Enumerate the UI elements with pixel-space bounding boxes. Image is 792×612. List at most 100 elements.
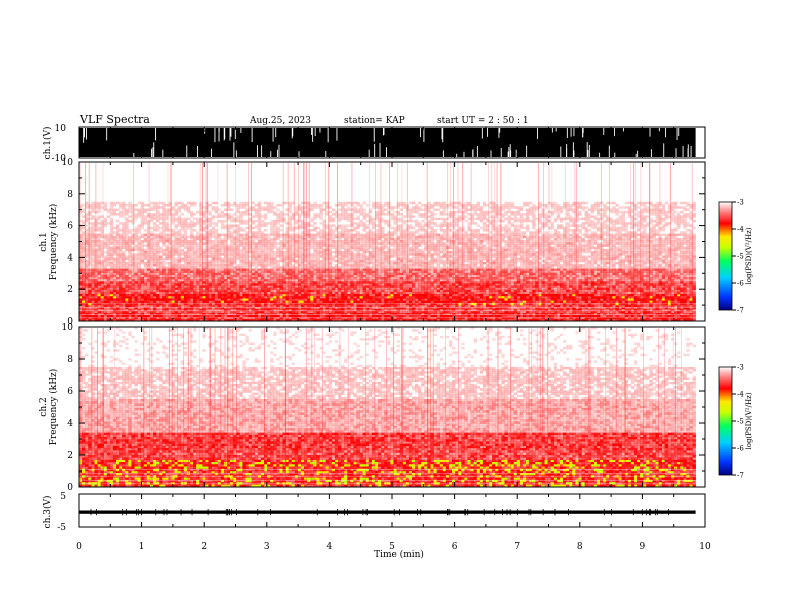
spectrogram-cell bbox=[640, 296, 644, 299]
spectrogram-cell bbox=[452, 285, 456, 288]
spectrogram-cell bbox=[618, 311, 622, 314]
spectrogram-cell bbox=[328, 293, 333, 297]
spectrogram-cell bbox=[196, 283, 200, 286]
spectrogram-cell bbox=[581, 309, 585, 312]
spectrogram-cell bbox=[689, 309, 693, 312]
spectrogram-cell bbox=[267, 281, 271, 284]
spectrogram-cell bbox=[226, 315, 231, 318]
spectrogram-cell bbox=[334, 311, 339, 314]
spectrogram-cell bbox=[424, 296, 428, 299]
spectrogram-cell bbox=[325, 283, 330, 286]
spectrogram-cell bbox=[584, 287, 588, 290]
spectrogram-cell bbox=[455, 315, 459, 318]
spectrogram-cell bbox=[94, 307, 98, 310]
spectrogram-cell bbox=[418, 289, 422, 293]
spectrogram-cell bbox=[177, 268, 182, 271]
spectrogram-cell bbox=[541, 287, 545, 290]
spectrogram-cell bbox=[448, 309, 453, 312]
spectrogram-cell bbox=[152, 311, 157, 314]
spectrogram-cell bbox=[501, 277, 505, 280]
spectrogram-cell bbox=[452, 287, 456, 290]
spectrogram-cell bbox=[470, 281, 474, 284]
spectrogram-cell bbox=[467, 307, 471, 310]
spectrogram-cell bbox=[566, 300, 570, 304]
spectrogram-cell bbox=[476, 298, 481, 301]
spectrogram-cell bbox=[230, 309, 234, 312]
spectrogram-cell bbox=[566, 311, 570, 314]
spectrogram-cell bbox=[590, 300, 595, 304]
spectrogram-cell bbox=[378, 315, 382, 318]
spectrogram-cell bbox=[600, 296, 604, 299]
spectrogram-cell bbox=[359, 268, 363, 271]
spectrogram-cell bbox=[643, 309, 647, 312]
spectrogram-cell bbox=[442, 296, 447, 299]
spectrogram-cell bbox=[214, 315, 219, 318]
spectrogram-cell bbox=[189, 293, 194, 297]
spectrogram-cell bbox=[300, 319, 305, 322]
spectrogram-cell bbox=[529, 300, 533, 304]
spectrogram-cell bbox=[174, 309, 178, 312]
spectrogram-cell bbox=[587, 300, 592, 304]
spectrogram-cell bbox=[233, 296, 237, 299]
spectrogram-cell bbox=[473, 307, 478, 310]
spectrogram-cell bbox=[563, 296, 567, 299]
spectrogram-cell bbox=[402, 272, 407, 276]
spectrogram-cell bbox=[294, 298, 299, 301]
spectrogram-cell bbox=[267, 311, 271, 314]
spectrogram-cell bbox=[307, 285, 311, 288]
spectrogram-cell bbox=[569, 268, 573, 271]
spectrogram-cell bbox=[119, 285, 123, 288]
spectrogram-cell bbox=[97, 283, 101, 286]
spectrogram-cell bbox=[162, 319, 166, 322]
spectrogram-cell bbox=[587, 274, 592, 278]
spectrogram-cell bbox=[177, 279, 182, 282]
spectrogram-cell bbox=[630, 311, 635, 314]
spectrogram-cell bbox=[177, 281, 182, 284]
spectrogram-cell bbox=[516, 307, 521, 310]
spectrogram-cell bbox=[633, 283, 638, 286]
spectrogram-cell bbox=[365, 274, 370, 278]
spectrogram-cell bbox=[186, 270, 191, 273]
spectrogram-cell bbox=[177, 283, 182, 286]
spectrogram-cell bbox=[82, 289, 86, 293]
spectrogram-cell bbox=[624, 315, 629, 318]
spectrogram-cell bbox=[680, 281, 684, 284]
spectrogram-cell bbox=[109, 300, 114, 304]
spectrogram-cell bbox=[248, 305, 252, 308]
spectrogram-cell bbox=[171, 300, 175, 304]
spectrogram-cell bbox=[618, 281, 622, 284]
spectrogram-cell bbox=[189, 315, 194, 318]
spectrogram-cell bbox=[88, 270, 92, 273]
spectrogram-cell bbox=[297, 285, 302, 288]
spectrogram-cell bbox=[270, 285, 274, 288]
spectrogram-cell bbox=[519, 319, 524, 322]
spectrogram-cell bbox=[596, 270, 601, 273]
spectrogram-cell bbox=[387, 293, 391, 297]
spectrogram-cell bbox=[550, 268, 555, 271]
spectrogram-cell bbox=[532, 287, 536, 290]
spectrogram-cell bbox=[405, 305, 410, 308]
spectrogram-cell bbox=[131, 293, 135, 297]
spectrogram-cell bbox=[282, 311, 286, 314]
spectrogram-cell bbox=[180, 309, 185, 312]
spectrogram-cell bbox=[436, 309, 441, 312]
spectrogram-cell bbox=[637, 311, 641, 314]
spectrogram-cell bbox=[529, 311, 533, 314]
spectrogram-cell bbox=[621, 289, 625, 293]
spectrogram-cell bbox=[559, 291, 564, 295]
spectrogram-cell bbox=[322, 293, 326, 297]
spectrogram-cell bbox=[122, 305, 126, 308]
spectrogram-cell bbox=[362, 277, 367, 280]
spectrogram-cell bbox=[526, 293, 530, 297]
spectrogram-cell bbox=[572, 296, 576, 299]
spectrogram-cell bbox=[495, 281, 499, 284]
spectrogram-cell bbox=[242, 319, 246, 322]
spectrogram-cell bbox=[405, 298, 410, 301]
spectrogram-cell bbox=[415, 285, 419, 288]
spectrogram-cell bbox=[606, 311, 610, 314]
spectrogram-cell bbox=[316, 289, 320, 293]
spectrogram-cell bbox=[649, 281, 653, 284]
spectrogram-cell bbox=[149, 291, 154, 295]
spectrogram-cell bbox=[587, 296, 592, 299]
spectrogram-cell bbox=[230, 272, 234, 276]
